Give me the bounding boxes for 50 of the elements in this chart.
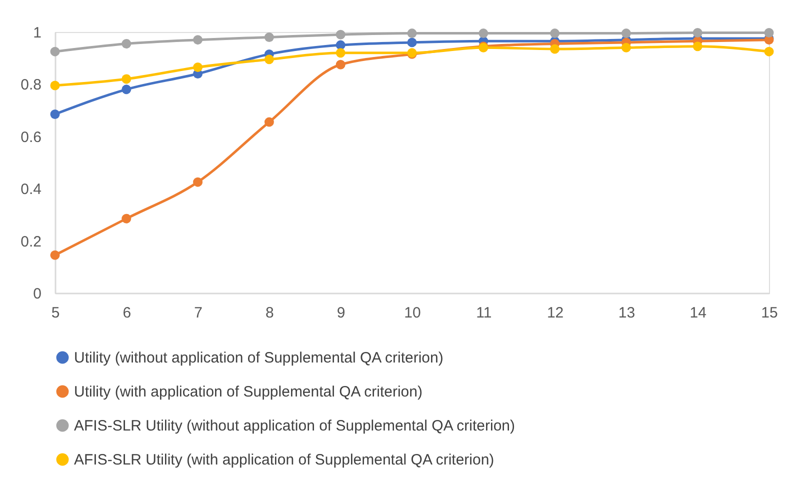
- y-tick-label: 0.2: [20, 233, 42, 250]
- legend-label: AFIS-SLR Utility (without application of Supplemental QA criterion): [74, 418, 516, 434]
- point: [50, 109, 60, 119]
- x-tick-label: 9: [336, 304, 346, 322]
- point: [50, 46, 60, 56]
- point: [550, 44, 560, 54]
- point: [336, 30, 346, 40]
- point: [264, 54, 274, 64]
- point: [621, 28, 631, 38]
- point: [50, 250, 60, 260]
- point: [692, 42, 702, 52]
- x-tick-label: 14: [690, 304, 706, 322]
- point: [692, 28, 702, 38]
- point: [336, 40, 346, 50]
- point: [122, 214, 132, 224]
- x-tick-label: 13: [618, 304, 636, 322]
- x-tick-label: 12: [546, 304, 564, 322]
- point: [193, 35, 203, 45]
- legend-label: Utility (with application of Supplemental QA criterion): [74, 384, 422, 400]
- y-tick-label: 0: [33, 286, 42, 302]
- point: [122, 74, 132, 84]
- point: [193, 177, 203, 187]
- point: [336, 48, 346, 58]
- x-tick-label: 8: [266, 304, 274, 322]
- point: [336, 60, 346, 70]
- point: [122, 39, 132, 48]
- point: [550, 28, 560, 38]
- point: [621, 42, 631, 52]
- point: [264, 117, 274, 127]
- y-tick-label: 0.8: [20, 76, 42, 94]
- point: [122, 84, 132, 94]
- x-tick-label: 7: [194, 304, 202, 322]
- point: [764, 46, 774, 56]
- legend-label: AFIS-SLR Utility (with application of Supplemental QA criterion): [74, 452, 494, 468]
- legend-label: Utility (without application of Supplemental QA criterion): [74, 350, 444, 366]
- point: [193, 62, 203, 72]
- point: [764, 28, 774, 38]
- point: [264, 32, 274, 42]
- y-tick-label: 1: [33, 24, 42, 42]
- x-tick-label: 6: [122, 304, 132, 322]
- x-tick-label: 10: [404, 304, 421, 322]
- y-tick-label: 0.4: [20, 181, 42, 198]
- x-tick-label: 11: [476, 304, 492, 322]
- point: [407, 28, 417, 38]
- x-tick-label: 15: [761, 304, 778, 322]
- point: [478, 28, 488, 38]
- point: [407, 38, 417, 48]
- point: [50, 80, 60, 90]
- y-tick-label: 0.6: [20, 128, 42, 146]
- x-tick-label: 5: [51, 304, 60, 322]
